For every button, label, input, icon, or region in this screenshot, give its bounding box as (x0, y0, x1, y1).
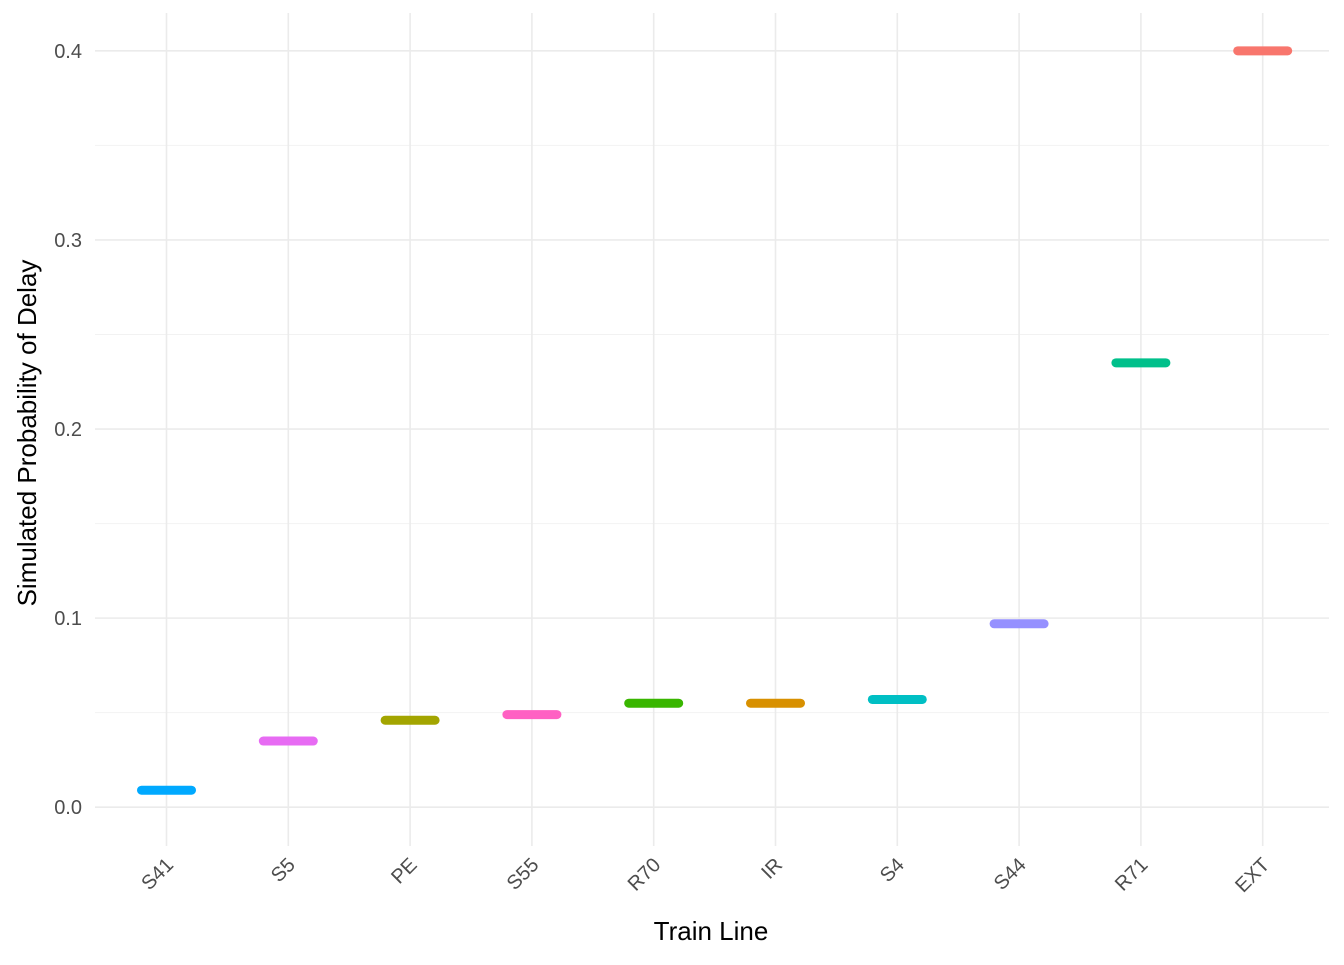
x-tick-label: S4 (876, 854, 909, 887)
x-tick-label: R70 (624, 854, 666, 896)
y-tick-label: 0.3 (54, 230, 82, 252)
x-tick-label: S55 (503, 854, 544, 895)
x-tick-label: PE (387, 854, 421, 888)
grid-lines (95, 13, 1329, 846)
y-axis-title: Simulated Probability of Delay (12, 260, 42, 607)
y-tick-label: 0.1 (54, 608, 82, 630)
x-tick-label: EXT (1231, 854, 1274, 897)
x-axis-title: Train Line (654, 916, 769, 946)
x-axis-ticks: S41 S5 PE S55 R70 IR S4 S44 R71 EXT (137, 854, 1274, 897)
x-tick-label: IR (757, 854, 787, 884)
x-tick-label: R71 (1111, 854, 1153, 896)
y-tick-label: 0.4 (54, 41, 82, 63)
data-marks (137, 46, 1293, 795)
y-tick-label: 0.0 (54, 797, 82, 819)
x-tick-label: S5 (267, 854, 300, 887)
x-tick-label: S41 (137, 854, 178, 895)
y-axis-ticks: 0.0 0.1 0.2 0.3 0.4 (54, 41, 82, 819)
x-tick-label: S44 (990, 854, 1031, 895)
y-tick-label: 0.2 (54, 419, 82, 441)
